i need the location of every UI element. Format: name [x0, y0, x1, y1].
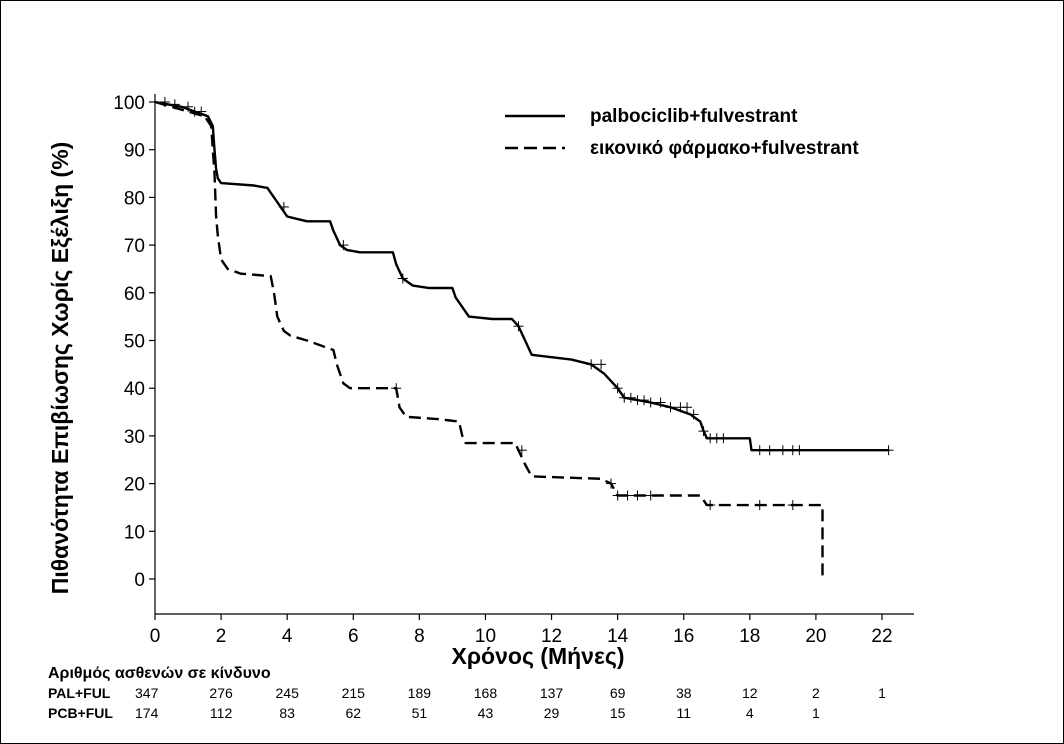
y-tick-label: 50 — [124, 332, 145, 353]
risk-value: 189 — [408, 685, 432, 701]
risk-value: 245 — [276, 685, 300, 701]
legend-label-palbociclib: palbociclib+fulvestrant — [590, 106, 798, 127]
x-tick-label: 12 — [541, 626, 562, 647]
legend-label-placebo: εικονικό φάρμακο+fulvestrant — [590, 138, 859, 159]
axes: 0 10 20 30 40 50 60 70 80 90 100 0 2 4 6 8 10 12 14 16 18 20 2… — [113, 93, 914, 647]
legend: palbociclib+fulvestrant εικονικό φάρμακο… — [505, 106, 859, 159]
risk-value: 137 — [540, 685, 564, 701]
risk-value: 2 — [812, 685, 820, 701]
y-tick-label: 30 — [124, 427, 145, 448]
risk-value: 62 — [345, 705, 361, 721]
risk-value: 215 — [342, 685, 366, 701]
x-tick-label: 10 — [475, 626, 496, 647]
y-tick-label: 40 — [124, 379, 145, 400]
risk-value: 11 — [676, 705, 691, 721]
risk-value: 29 — [544, 705, 560, 721]
y-tick-label: 80 — [124, 188, 145, 209]
risk-value: 174 — [135, 705, 159, 721]
y-tick-label: 90 — [124, 141, 145, 162]
x-tick-label: 14 — [607, 626, 629, 647]
risk-value: 69 — [610, 685, 626, 701]
risk-value: 4 — [746, 705, 754, 721]
y-tick-label: 20 — [124, 475, 145, 496]
x-tick-label: 4 — [282, 626, 293, 647]
y-tick-label: 0 — [134, 570, 145, 591]
x-tick-label: 20 — [805, 626, 826, 647]
risk-value: 43 — [478, 705, 494, 721]
x-tick-label: 2 — [216, 626, 227, 647]
curves — [154, 97, 894, 579]
risk-value: 1 — [878, 685, 886, 701]
y-tick-label: 100 — [113, 93, 145, 114]
risk-value: 168 — [474, 685, 498, 701]
risk-value: 38 — [676, 685, 692, 701]
x-axis-title: Χρόνος (Μήνες) — [451, 643, 624, 669]
risk-value: 112 — [210, 705, 233, 721]
risk-value: 83 — [279, 705, 295, 721]
risk-value: 347 — [135, 685, 159, 701]
risk-value: 12 — [742, 685, 758, 701]
risk-value: 51 — [412, 705, 428, 721]
risk-table: PAL+FUL 347 276 245 215 189 168 137 69 38 12 2 1 PCB+… — [48, 685, 886, 721]
y-tick-label: 10 — [124, 522, 145, 543]
y-tick-label: 60 — [124, 284, 145, 305]
x-tick-label: 8 — [414, 626, 425, 647]
risk-table-title: Αριθμός ασθενών σε κίνδυνο — [48, 665, 271, 682]
risk-value: 15 — [610, 705, 626, 721]
risk-row-label: PAL+FUL — [48, 685, 111, 701]
risk-row-label: PCB+FUL — [48, 705, 113, 721]
risk-value: 1 — [812, 705, 820, 721]
x-tick-label: 22 — [871, 626, 892, 647]
x-tick-label: 16 — [673, 626, 694, 647]
y-axis-title: Πιθανότητα Επιβίωσης Χωρίς Εξέλιξη (%) — [47, 142, 73, 595]
risk-value: 276 — [209, 685, 233, 701]
y-tick-label: 70 — [124, 236, 145, 257]
x-tick-label: 6 — [348, 626, 359, 647]
x-tick-label: 0 — [150, 626, 161, 647]
x-tick-label: 18 — [739, 626, 760, 647]
series-line-1 — [154, 100, 824, 579]
